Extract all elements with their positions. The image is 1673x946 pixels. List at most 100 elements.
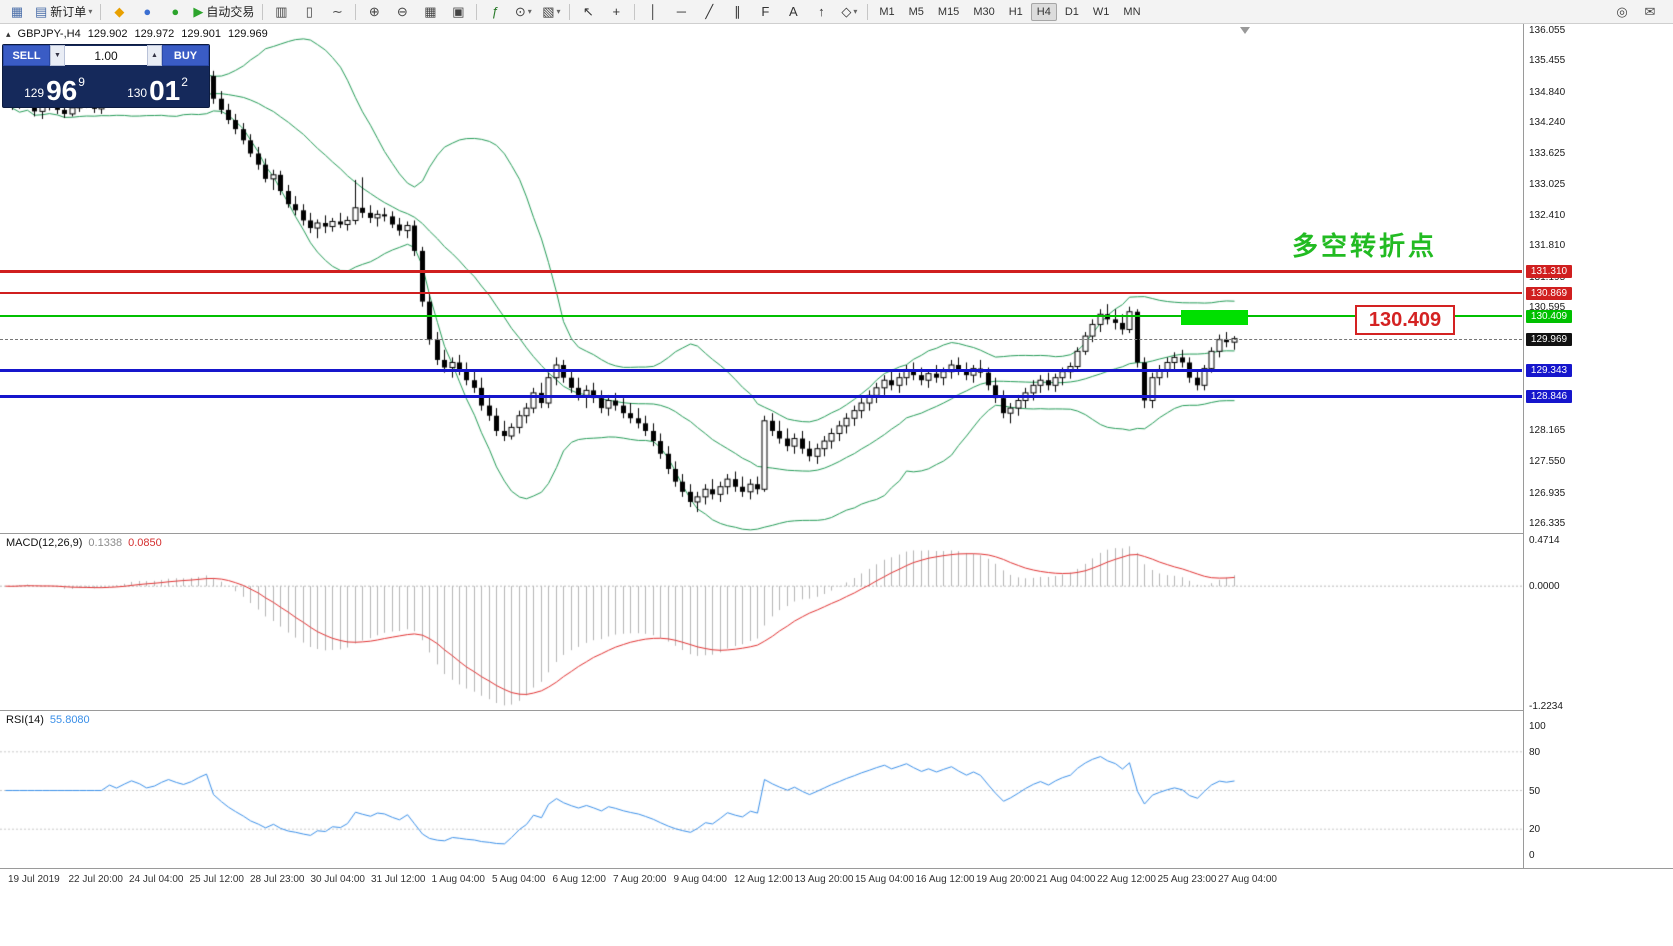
periods-icon: ⊙: [514, 3, 526, 19]
rsi-axis-label: 80: [1529, 746, 1541, 758]
templates-button[interactable]: ▧ ▾: [538, 1, 564, 23]
bar-chart-button[interactable]: ▥: [268, 1, 294, 23]
timeframe-button-w1[interactable]: W1: [1092, 5, 1110, 18]
price-tick-label: 133.025: [1529, 178, 1566, 190]
new-order-button-label: 新订单: [50, 5, 87, 19]
arrow-button[interactable]: ↑: [808, 1, 834, 23]
sell-price[interactable]: 129 96 9: [24, 74, 85, 106]
toolbar-right-icons: ◎ ✉: [1608, 1, 1664, 23]
turning-point-annotation[interactable]: 多空转折点: [1292, 231, 1438, 261]
price-axis[interactable]: 136.055 135.455 134.840 134.240 133.625 133.0…: [1523, 24, 1673, 868]
timeframe-button-h4[interactable]: H4: [1030, 2, 1057, 21]
bar-chart-icon: ▥: [275, 3, 288, 19]
channel-button[interactable]: ∥: [724, 1, 750, 23]
periods-button[interactable]: ⊙ ▾: [510, 1, 536, 23]
fibonacci-button[interactable]: F: [752, 1, 778, 23]
time-axis-label: 22 Jul 20:00: [68, 874, 124, 885]
volume-field[interactable]: 1.00: [65, 46, 147, 65]
indicators-button[interactable]: ƒ: [482, 1, 508, 23]
candlestick-chart-button[interactable]: ▯: [296, 1, 322, 23]
trendline-icon: ╱: [705, 3, 714, 19]
search-button[interactable]: ◎: [1609, 1, 1635, 23]
volume-decrease-button[interactable]: ▼: [50, 45, 65, 66]
price-line-badge: 131.310: [1526, 264, 1572, 278]
cursor-icon: ↖: [582, 3, 594, 19]
price-chart-canvas[interactable]: [0, 24, 1523, 533]
macd-signal-value: 0.0850: [128, 537, 162, 549]
autotrading-button[interactable]: ▶ 自动交易: [190, 1, 257, 23]
time-axis-label: 1 Aug 04:00: [431, 874, 485, 885]
macd-panel[interactable]: MACD(12,26,9) 0.1338 0.0850: [0, 534, 1523, 710]
timeframe-button-d1[interactable]: D1: [1064, 5, 1079, 18]
macd-canvas[interactable]: [0, 534, 1523, 710]
crosshair-icon: +: [612, 4, 621, 19]
macd-panel-separator[interactable]: [0, 533, 1673, 534]
shapes-button[interactable]: ◇ ▾: [836, 1, 862, 23]
tile-windows-button[interactable]: ▦: [417, 1, 443, 23]
horizontal-line-button[interactable]: ─: [668, 1, 694, 23]
mql5-icon[interactable]: ◆: [106, 1, 132, 23]
main-toolbar: ▦ ▤ 新订单 ▾ ◆ ● ● ▶ 自动交易 ▥ ▯ ∼ ⊕ ⊖ ▦ ▣ ƒ ⊙ ▾ ▧ ▾ ↖ + │ ─ ╱ ∥ F A ↑ ◇ ▾ M1 M…: [0, 0, 1673, 24]
profile-icon[interactable]: ●: [134, 1, 160, 23]
new-order-icon: ▤: [35, 3, 48, 19]
templates-icon: ▧: [542, 3, 555, 19]
macd-axis-label: -1.2234: [1529, 701, 1563, 712]
highlight-rectangle[interactable]: [1181, 310, 1248, 325]
time-axis-label: 19 Aug 20:00: [976, 874, 1035, 885]
symbol-ohlc-info: ▴ GBPJPY-,H4 129.902 129.972 129.901 129…: [6, 28, 268, 40]
play-icon: ▶: [193, 3, 204, 19]
time-axis-label: 30 Jul 04:00: [310, 874, 366, 885]
chart-shift-marker-icon[interactable]: [1240, 27, 1250, 34]
fibonacci-icon: F: [761, 4, 770, 19]
time-axis-label: 6 Aug 12:00: [552, 874, 606, 885]
zoom-out-button[interactable]: ⊖: [389, 1, 415, 23]
timeframe-button-h1[interactable]: H1: [1008, 5, 1023, 18]
horizontal-line-icon: ─: [676, 4, 686, 19]
one-click-collapse-icon[interactable]: ▴: [6, 28, 11, 39]
search-icon: ◎: [1616, 3, 1628, 19]
toolbar-separator: [476, 3, 478, 20]
shapes-icon: ◇: [841, 3, 852, 19]
buy-button[interactable]: BUY: [162, 45, 209, 66]
price-level-annotation[interactable]: 130.409: [1355, 305, 1455, 335]
timeframe-button-mn[interactable]: MN: [1123, 5, 1141, 18]
macd-axis-label: 0.4714: [1529, 535, 1560, 546]
toolbar-separator: [262, 3, 264, 20]
ohlc-high: 129.972: [134, 28, 175, 40]
timeframe-button-m30[interactable]: M30: [973, 5, 995, 18]
time-axis[interactable]: 19 Jul 2019 22 Jul 20:00 24 Jul 04:00 25 Ju…: [0, 868, 1673, 895]
auto-arrange-button[interactable]: ▣: [445, 1, 471, 23]
time-axis-label: 25 Aug 23:00: [1157, 874, 1217, 885]
text-button[interactable]: A: [780, 1, 806, 23]
line-chart-button[interactable]: ∼: [324, 1, 350, 23]
cursor-button[interactable]: ↖: [575, 1, 601, 23]
time-axis-label: 9 Aug 04:00: [673, 874, 727, 885]
rsi-value: 55.8080: [49, 714, 90, 726]
community-icon[interactable]: ●: [162, 1, 188, 23]
sell-button[interactable]: SELL: [3, 45, 50, 66]
mql5-icon: ◆: [114, 3, 125, 19]
rsi-panel[interactable]: RSI(14) 55.8080: [0, 711, 1523, 868]
new-order-button[interactable]: ▤ 新订单 ▾: [32, 1, 95, 23]
vertical-line-button[interactable]: │: [640, 1, 666, 23]
chart-window-icon[interactable]: ▦: [4, 1, 30, 23]
volume-increase-button[interactable]: ▲: [147, 45, 162, 66]
chat-button[interactable]: ✉: [1637, 1, 1663, 23]
vertical-line-icon: │: [649, 4, 658, 19]
buy-price[interactable]: 130 01 2: [127, 74, 188, 106]
chevron-down-icon: ▾: [527, 7, 532, 16]
crosshair-button[interactable]: +: [603, 1, 629, 23]
rsi-canvas[interactable]: [0, 711, 1523, 868]
zoom-in-button[interactable]: ⊕: [361, 1, 387, 23]
price-tick-label: 126.935: [1529, 487, 1566, 499]
rsi-label: RSI(14) 55.8080: [6, 714, 90, 726]
timeframe-button-m1[interactable]: M1: [879, 5, 895, 18]
channel-icon: ∥: [734, 3, 741, 19]
time-axis-label: 13 Aug 20:00: [794, 874, 854, 885]
trendline-button[interactable]: ╱: [696, 1, 722, 23]
ohlc-close: 129.969: [228, 28, 268, 40]
price-tick-label: 135.455: [1529, 55, 1566, 67]
rsi-panel-separator[interactable]: [0, 710, 1673, 711]
timeframe-button-m15[interactable]: M15: [937, 5, 960, 18]
timeframe-button-m5[interactable]: M5: [908, 5, 924, 18]
